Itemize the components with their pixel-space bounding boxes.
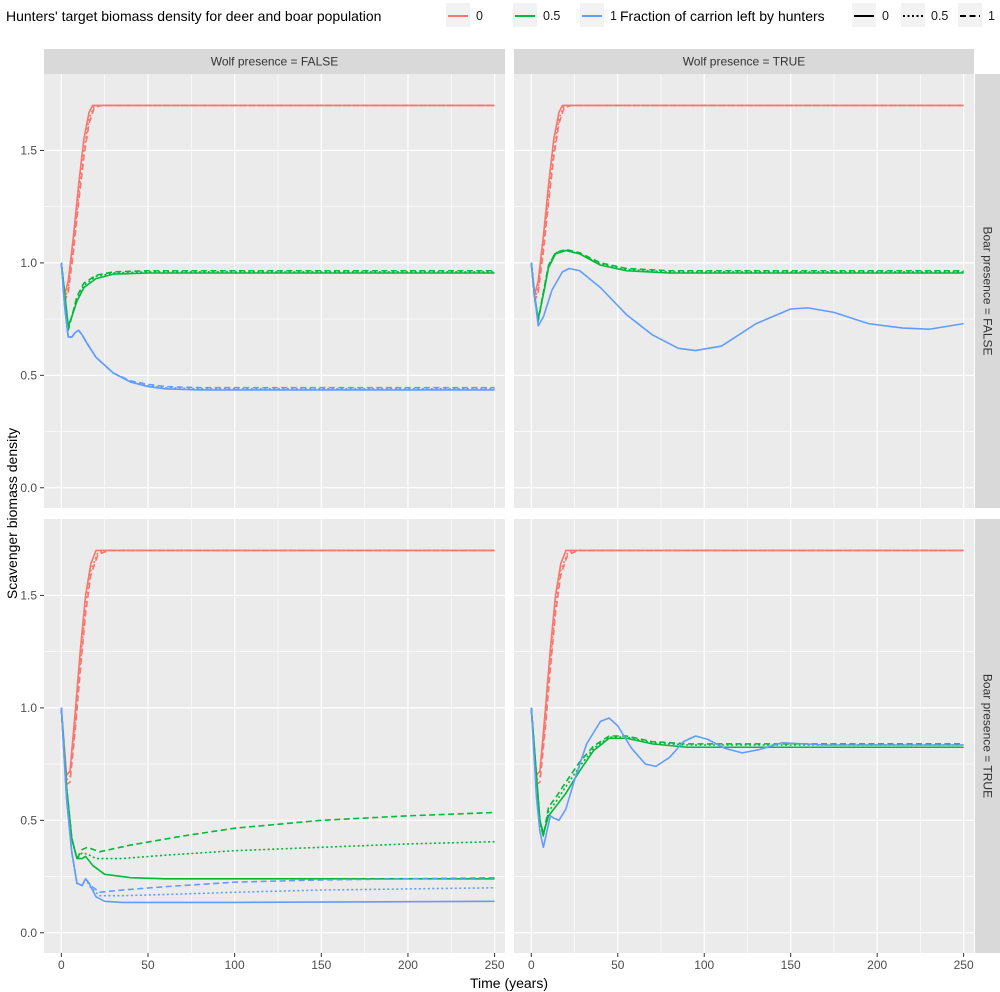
series-line-target-1-carrion-1 [60, 262, 495, 389]
x-axis-title: Time (years) [470, 975, 548, 991]
x-tick-label: 250 [954, 958, 974, 972]
legend-linetype-label: 1 [988, 9, 995, 23]
y-tick-label: 1.0 [20, 256, 37, 270]
axes-layer: 0.0 0.5 1.0 1.5 0.0 0.5 1.0 1.5 0 50 100 150 200 250 0… [4, 143, 974, 991]
panels-layer [44, 74, 974, 953]
panel-background [514, 74, 974, 508]
linetype-legend-title: Fraction of carrion left by hunters [620, 8, 825, 24]
y-tick-label: 0.0 [20, 926, 37, 940]
strip-background [975, 74, 1000, 508]
legend-color-label: 0.5 [543, 9, 560, 23]
x-tick-label: 50 [611, 958, 625, 972]
series-line-target-0-carrion-0.5 [530, 549, 964, 781]
panel-background [514, 519, 974, 953]
panel-background [44, 74, 505, 508]
panel-r1-c0 [44, 519, 505, 953]
column-strip-0: Wolf presence = FALSE [44, 49, 505, 74]
column-strip-1: Wolf presence = TRUE [514, 49, 974, 74]
y-tick-label: 1.0 [20, 701, 37, 715]
series-line-target-0.5-carrion-0.5 [60, 707, 495, 860]
series-line-target-0-carrion-0.5 [530, 104, 964, 300]
panel-r1-c1 [514, 519, 974, 953]
x-tick-label: 200 [398, 958, 418, 972]
series-line-target-1-carrion-0 [530, 707, 964, 849]
series-line-target-0.5-carrion-0.5 [60, 262, 495, 329]
y-tick-label: 1.5 [20, 143, 37, 157]
legend-layer: Hunters' target biomass density for deer… [6, 3, 995, 27]
x-tick-label: 50 [141, 958, 155, 972]
legend-linetype-label: 0 [882, 9, 889, 23]
strip-background [514, 49, 974, 74]
series-group-panel-0 [60, 104, 495, 391]
panel-r0-c0 [44, 74, 505, 508]
color-legend-title: Hunters' target biomass density for deer… [6, 8, 381, 24]
x-tick-label: 0 [58, 958, 65, 972]
strip-background [44, 49, 505, 74]
series-line-target-1-carrion-0.5 [60, 707, 495, 897]
series-group-panel-2 [60, 549, 495, 904]
series-line-target-0-carrion-1 [530, 549, 964, 786]
y-tick-label: 0.5 [20, 368, 37, 382]
strip-background [975, 519, 1000, 953]
series-line-target-0.5-carrion-0.5 [530, 249, 964, 320]
x-tick-label: 100 [225, 958, 245, 972]
panel-background [44, 519, 505, 953]
y-tick-label: 1.5 [20, 588, 37, 602]
series-line-target-1-carrion-1 [60, 707, 495, 894]
row-strip-label: Boar presence = TRUE [981, 674, 995, 798]
series-line-target-0.5-carrion-1 [530, 707, 964, 837]
x-tick-label: 250 [485, 958, 505, 972]
legend-linetype-label: 0.5 [931, 9, 948, 23]
series-group-panel-3 [530, 549, 964, 849]
series-line-target-0-carrion-1 [530, 104, 964, 302]
x-tick-label: 100 [694, 958, 714, 972]
row-strip-0: Boar presence = FALSE [975, 74, 1000, 508]
series-line-target-0-carrion-1 [60, 104, 495, 302]
series-line-target-0-carrion-0.5 [60, 104, 495, 300]
x-tick-label: 150 [781, 958, 801, 972]
series-line-target-1-carrion-0 [530, 262, 964, 352]
y-axis-title: Scavenger biomass density [4, 428, 20, 599]
series-line-target-0-carrion-0 [60, 549, 495, 777]
legend-color-label: 0 [476, 9, 483, 23]
series-line-target-0.5-carrion-1 [60, 262, 495, 332]
series-group-panel-1 [530, 104, 964, 352]
column-strip-label: Wolf presence = TRUE [683, 55, 806, 69]
x-tick-label: 200 [867, 958, 887, 972]
column-strip-label: Wolf presence = FALSE [211, 55, 339, 69]
y-tick-label: 0.0 [20, 481, 37, 495]
legend-color-label: 1 [610, 9, 617, 23]
series-line-target-0.5-carrion-1 [60, 707, 495, 860]
x-tick-label: 150 [311, 958, 331, 972]
series-line-target-0-carrion-1 [60, 549, 495, 786]
y-tick-label: 0.5 [20, 813, 37, 827]
series-line-target-0-carrion-0 [530, 549, 964, 777]
strips-layer: Wolf presence = FALSE Wolf presence = TRU… [44, 49, 1000, 953]
panel-r0-c1 [514, 74, 974, 508]
row-strip-1: Boar presence = TRUE [975, 519, 1000, 953]
x-tick-label: 0 [528, 958, 535, 972]
row-strip-label: Boar presence = FALSE [981, 226, 995, 355]
